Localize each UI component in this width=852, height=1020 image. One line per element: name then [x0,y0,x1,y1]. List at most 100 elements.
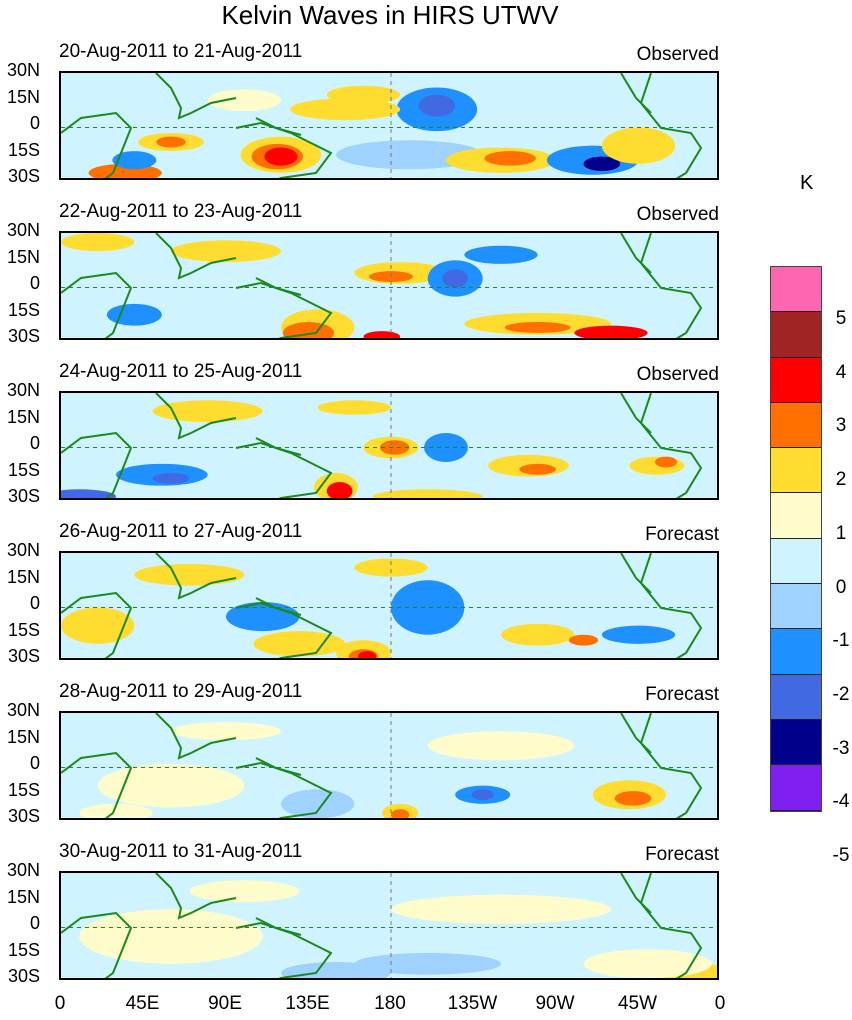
anomaly-contour [363,331,401,338]
panel-type-label: Observed [636,204,719,225]
colorbar-tick-label: 2 [835,469,847,491]
latitude-tick-label: 15N [6,566,40,587]
colorbar-tick-label: 0 [835,576,847,598]
anomaly-contour [156,136,186,148]
anomaly-contour [290,98,401,121]
anomaly-contour [574,325,648,338]
panel-type-label: Observed [636,364,719,385]
latitude-tick-label: 30N [6,380,40,400]
coastline [255,437,302,456]
colorbar-swatch [771,267,821,313]
colorbar-swatch [771,765,821,811]
anomaly-contour [504,322,571,333]
colorbar-tick-label: 3 [835,415,847,437]
latitude-tick-label: 30S [7,966,40,986]
coastline [255,757,302,776]
latitude-tick-label: 30N [6,860,40,880]
latitude-tick-label: 30S [7,486,40,506]
colorbar-swatch [771,674,821,720]
latitude-tick-label: 15N [6,246,40,267]
latitude-tick-label: 15N [6,726,40,747]
anomaly-contour [106,303,162,326]
colorbar-unit: K [800,172,814,194]
panel-date-range: 26-Aug-2011 to 27-Aug-2011 [59,521,303,542]
anomaly-contour [418,94,456,117]
anomaly-contour [427,731,575,761]
anomaly-contour [79,803,153,818]
anomaly-contour [655,456,677,468]
anomaly-contour [326,482,353,498]
anomaly-contour [97,763,245,808]
anomaly-contour [501,623,575,646]
latitude-tick-label: 30N [6,700,40,720]
latitude-tick-label: 0 [29,113,40,133]
anomaly-contour [583,949,712,978]
coastline [255,917,302,936]
coastline [235,761,333,818]
anomaly-contour [336,640,391,658]
coastline [639,73,703,178]
coastline [255,597,302,616]
latitude-tick-label: 0 [29,913,40,933]
anomaly-contour [519,463,556,475]
longitude-tick-label: 45W [617,993,658,1014]
coastline [235,121,333,178]
anomaly-map-panel [59,551,719,660]
latitude-tick-label: 30N [6,220,40,240]
panel-type-label: Forecast [645,684,719,705]
colorbar-tick-label: 5 [835,308,847,329]
colorbar-swatch [771,719,821,766]
coastline [155,553,237,600]
anomaly-contour [134,563,245,586]
anomaly-map-panel [59,231,719,340]
anomaly-contour [281,789,355,818]
coastline [235,601,333,658]
panel-date-range: 20-Aug-2011 to 21-Aug-2011 [59,41,303,62]
latitude-tick-label: 30S [7,806,40,826]
anomaly-contour [391,580,465,635]
figure-title: Kelvin Waves in HIRS UTWV [221,0,559,30]
longitude-tick-label: 135E [285,993,330,1014]
anomaly-map-panel [59,71,719,180]
latitude-tick-label: 30S [7,646,40,666]
coastline [639,393,703,498]
anomaly-contour [61,489,116,498]
anomaly-contour [171,722,281,741]
anomaly-contour [326,85,401,104]
anomaly-contour [601,625,676,644]
latitude-tick-label: 0 [29,273,40,293]
longitude-tick-label: 90E [208,993,242,1014]
anomaly-contour [354,952,501,975]
coastline [155,713,237,760]
longitude-tick-label: 180 [374,993,406,1014]
anomaly-contour [464,245,538,264]
anomaly-contour [354,558,428,577]
latitude-tick-label: 15N [6,406,40,427]
anomaly-contour [372,489,483,498]
coastline [61,751,133,818]
colorbar-tick-label: -4 [832,791,850,813]
coastline [155,873,237,920]
anomaly-contour [207,89,281,112]
coastline [620,553,652,594]
longitude-tick-label: 0 [714,993,726,1014]
panel-date-range: 22-Aug-2011 to 23-Aug-2011 [59,201,303,222]
colorbar-swatch [771,493,821,539]
coastline [235,441,333,498]
coastline [620,713,652,754]
coastline [620,873,652,914]
anomaly-contour [601,127,676,164]
anomaly-contour [336,140,483,170]
coastline [61,111,133,178]
anomaly-contour [442,269,468,288]
anomaly-map-panel [59,391,719,500]
colorbar [770,266,822,812]
anomaly-contour [79,909,263,964]
latitude-tick-label: 15S [7,299,40,320]
coastline [255,117,302,136]
anomaly-contour [391,894,611,924]
anomaly-contour [391,809,410,818]
coastline [61,591,133,658]
anomaly-map-panel [59,711,719,820]
panel-type-label: Observed [636,44,719,65]
